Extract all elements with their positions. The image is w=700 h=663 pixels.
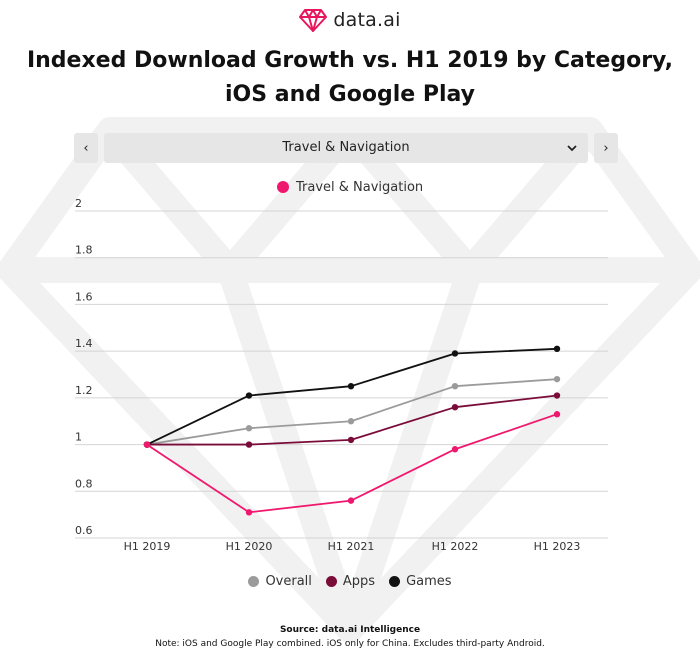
- previous-category-button[interactable]: ‹: [74, 133, 98, 163]
- data-point-overall: [347, 418, 355, 425]
- brand-header: data.ai: [0, 8, 700, 36]
- data-point-apps: [553, 392, 561, 399]
- data-point-apps: [347, 436, 355, 444]
- data-point-games: [451, 350, 459, 357]
- legend-dot-apps: [325, 576, 337, 587]
- y-tick-label: 0.6: [75, 524, 93, 537]
- chevron-left-icon: ‹: [83, 140, 89, 156]
- data-point-travel: [451, 446, 459, 453]
- legend-label-overall: Overall: [265, 574, 312, 589]
- chevron-down-icon: [567, 145, 577, 152]
- data-point-overall: [451, 382, 459, 390]
- legend-label-apps: Apps: [342, 574, 376, 589]
- legend-item-apps[interactable]: Apps: [325, 574, 376, 589]
- legend-label-games: Games: [406, 574, 452, 589]
- category-select[interactable]: Travel & Navigation: [104, 133, 588, 163]
- data-point-games: [553, 345, 561, 353]
- series-line-games: [146, 347, 558, 446]
- data-point-travel: [245, 509, 253, 516]
- legend-item-overall[interactable]: Overall: [248, 574, 312, 589]
- x-tick-label: H1 2022: [432, 540, 479, 553]
- bottom-legend: Overall Apps Games: [0, 574, 700, 589]
- x-tick-label: H1 2021: [328, 540, 375, 553]
- legend-dot-games: [389, 576, 401, 587]
- y-tick-label: 0.8: [75, 477, 93, 490]
- brand-name: data.ai: [333, 9, 401, 31]
- y-tick-label: 1.4: [75, 337, 93, 350]
- data-ai-logo-icon: [299, 9, 328, 32]
- data-point-travel: [143, 441, 151, 448]
- x-tick-label: H1 2023: [534, 540, 581, 553]
- data-point-travel: [347, 497, 355, 504]
- legend-travel-label[interactable]: Travel & Navigation: [295, 180, 423, 195]
- data-point-apps: [245, 441, 253, 448]
- data-point-games: [347, 382, 355, 390]
- top-legend: Travel & Navigation: [277, 180, 423, 195]
- data-point-travel: [553, 411, 561, 418]
- category-select-value: Travel & Navigation: [282, 140, 410, 155]
- source-text: Source: data.ai Intelligence: [279, 625, 421, 635]
- legend-dot-overall: [248, 576, 260, 587]
- line-chart: Travel & Navigation 2 1.8 1.6 1.4 1.2 1 0.8 0.6 H…: [75, 180, 608, 553]
- data-point-overall: [245, 425, 253, 432]
- chart-title: Indexed Download Growth vs. H1 2019 by C…: [20, 44, 680, 112]
- y-tick-label: 1: [75, 431, 82, 444]
- x-tick-label: H1 2019: [124, 540, 171, 553]
- y-tick-label: 1.6: [75, 290, 93, 303]
- y-tick-label: 2: [75, 197, 82, 210]
- data-point-overall: [553, 375, 561, 383]
- title-line-1: Indexed Download Growth vs. H1 2019 by C…: [26, 48, 674, 73]
- data-point-apps: [451, 404, 459, 411]
- y-tick-label: 1.8: [75, 244, 93, 257]
- next-category-button[interactable]: ›: [594, 133, 618, 163]
- y-tick-label: 1.2: [75, 384, 93, 397]
- x-tick-label: H1 2020: [226, 540, 273, 553]
- legend-item-games[interactable]: Games: [389, 574, 452, 589]
- legend-travel-dot: [277, 181, 289, 193]
- data-point-games: [245, 392, 253, 399]
- title-line-2: iOS and Google Play: [225, 82, 475, 107]
- chevron-right-icon: ›: [603, 140, 609, 156]
- note-text: Note: iOS and Google Play combined. iOS …: [155, 639, 545, 649]
